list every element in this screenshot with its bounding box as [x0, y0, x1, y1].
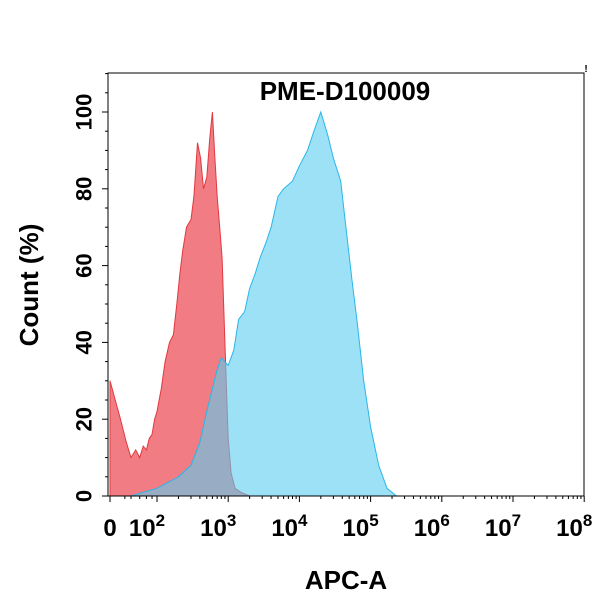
corner-mark: ! [584, 64, 587, 75]
x-tick-label: 108 [556, 511, 592, 542]
y-tick-label: 20 [72, 407, 97, 431]
x-axis-label: APC-A [305, 565, 388, 595]
y-tick-label: 100 [72, 94, 97, 131]
x-tick-label: 105 [343, 511, 379, 542]
x-axis-ticks: 0 102 103 104 105 106 107 108 [103, 496, 592, 542]
x-tick-label: 106 [414, 511, 450, 542]
y-axis-label: Count (%) [14, 224, 44, 347]
x-tick-label: 107 [485, 511, 521, 542]
y-tick-label: 80 [72, 177, 97, 201]
y-tick-label: 60 [72, 253, 97, 277]
x-tick-label: 103 [200, 511, 236, 542]
histogram-area-2 [130, 110, 398, 497]
chart-title: PME-D100009 [260, 76, 431, 106]
y-axis-ticks: 0 20 40 60 80 100 [72, 73, 108, 502]
x-tick-label: 0 [103, 515, 116, 542]
y-tick-label: 0 [72, 490, 97, 502]
series-layer [109, 110, 398, 497]
x-tick-label: 102 [129, 511, 165, 542]
x-tick-label: 104 [271, 511, 308, 542]
y-tick-label: 40 [72, 330, 97, 354]
